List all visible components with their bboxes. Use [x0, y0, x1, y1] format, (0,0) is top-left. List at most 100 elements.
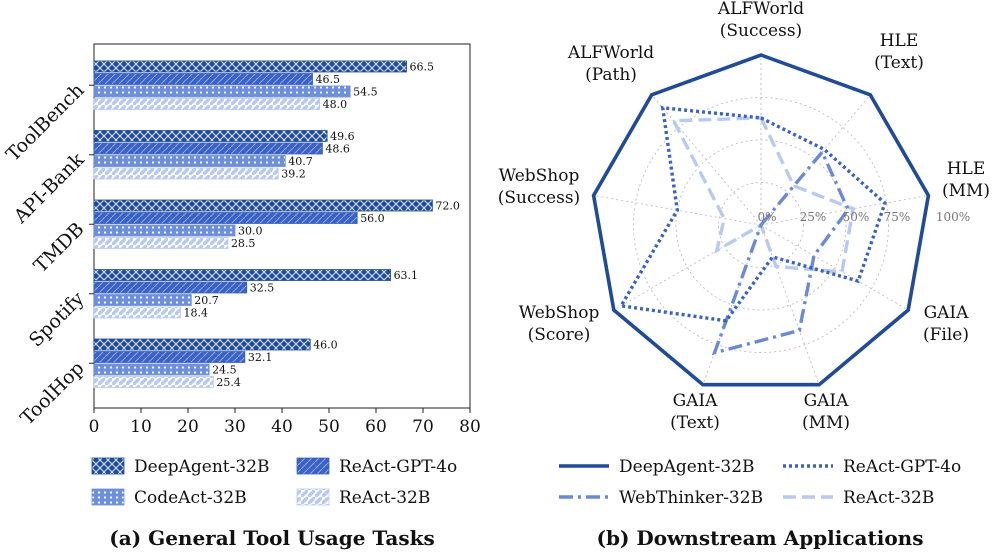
y-tick-label: ToolHop: [16, 357, 88, 429]
legend-label: ReAct-GPT-4o: [339, 457, 457, 477]
bar-marks: 66.5 46.5 54.5 48.0 49.648.6 40.739.2 72.0 56.0…: [93, 60, 460, 389]
radar-radial-tick: 50%: [843, 210, 870, 224]
bar-data-label: 20.7: [194, 294, 219, 307]
bar-deepagent-32b-toolhop: [93, 338, 311, 351]
bar-x-axis: 0 10 20 30 40 50 60 70 80: [89, 408, 481, 437]
bar-data-label: 24.5: [212, 364, 237, 377]
bar-data-label: 72.0: [435, 200, 460, 213]
bar-data-label: 32.5: [250, 282, 275, 295]
bar-data-label: 66.5: [410, 61, 435, 74]
bar-react-32b-toolbench: [93, 98, 321, 110]
bar-codeact-32b-toolhop: [93, 363, 210, 376]
bar-react-gpt-4o-toolhop: [93, 351, 246, 363]
radar-chart: ALFWorld(Success) HLE(Text)HLE(MM)GAIA(Fi…: [498, 0, 990, 550]
x-tick-label: 40: [271, 417, 293, 437]
radar-grid-ring: [675, 139, 847, 311]
legend-label: DeepAgent-32B: [134, 457, 270, 477]
bar-data-label: 56.0: [360, 212, 385, 225]
radar-axis-label: HLE: [947, 159, 986, 179]
radar-series-react-32b: [670, 116, 856, 274]
radar-axis-sublabel: (MM): [942, 181, 990, 201]
radar-spoke: [702, 224, 762, 385]
bar-data-label: 54.5: [353, 86, 378, 99]
radar-chart-caption: (b) Downstream Applications: [597, 526, 924, 550]
legend-label: WebThinker-32B: [619, 488, 763, 508]
bar-codeact-32b-spotify: [93, 294, 192, 306]
radar-axis-label: WebShop: [519, 303, 600, 323]
radar-axis-sublabel: (Text): [874, 53, 924, 73]
bar-data-label: 40.7: [288, 155, 313, 168]
radar-radial-tick: 75%: [884, 210, 911, 224]
x-tick-label: 50: [318, 417, 340, 437]
bar-data-label: 30.0: [238, 225, 263, 238]
bar-react-32b-toolhop: [93, 376, 214, 388]
radar-series-webthinker-32b: [711, 148, 851, 356]
legend-label: ReAct-32B: [339, 488, 430, 508]
bar-data-label: 49.6: [330, 130, 355, 143]
radar-spoke: [651, 94, 762, 226]
bar-data-label: 48.0: [323, 98, 348, 111]
radar-axis-sublabel: (Score): [528, 325, 591, 345]
radar-spoke: [760, 94, 871, 226]
bar-data-label: 32.1: [248, 351, 273, 364]
legend-label: ReAct-GPT-4o: [843, 457, 961, 477]
bar-react-32b-api-bank: [93, 167, 279, 180]
radar-series: [591, 53, 931, 387]
radar-axis-sublabel: (Text): [670, 413, 720, 433]
bar-react-gpt-4o-tmdb: [93, 212, 358, 224]
x-tick-label: 20: [177, 417, 199, 437]
bar-react-32b-tmdb: [93, 237, 229, 249]
bar-data-label: 46.5: [316, 73, 341, 86]
legend-swatch: [91, 488, 125, 506]
x-tick-label: 80: [459, 417, 481, 437]
radar-series-deepagent-32b: [591, 53, 931, 387]
radar-axis-label: ALFWorld: [717, 0, 804, 19]
radar-spoke: [760, 224, 820, 385]
bar-data-label: 46.0: [313, 339, 338, 352]
radar-grid-ring: [718, 182, 804, 268]
x-tick-label: 10: [130, 417, 152, 437]
legend-swatch: [296, 457, 330, 475]
bar-react-gpt-4o-api-bank: [93, 142, 323, 155]
radar-axis-sublabel: (Success): [498, 188, 580, 208]
radar-grid-ring: [633, 97, 889, 353]
bar-codeact-32b-tmdb: [93, 224, 236, 237]
legend-swatch: [91, 457, 125, 475]
bar-data-label: 39.2: [281, 168, 306, 181]
radar-radial-tick: 100%: [936, 210, 970, 224]
bar-codeact-32b-toolbench: [93, 85, 351, 98]
bar-deepagent-32b-toolbench: [93, 60, 407, 73]
radar-axis-label: GAIA: [924, 303, 970, 323]
radar-axis-label: ALFWorld: [567, 43, 654, 63]
radar-axis-label: HLE: [880, 31, 919, 51]
bar-deepagent-32b-spotify: [93, 269, 391, 281]
radar-radial-ticks: 0% 25% 50% 75% 100%: [757, 210, 970, 224]
x-tick-label: 70: [412, 417, 434, 437]
x-tick-label: 30: [224, 417, 246, 437]
radar-legend: DeepAgent-32B ReAct-GPT-4o WebThinker-32B R…: [559, 457, 961, 508]
bar-codeact-32b-api-bank: [93, 155, 286, 167]
bar-data-label: 48.6: [325, 143, 350, 156]
radar-grid: [593, 55, 929, 385]
legend-label: CodeAct-32B: [134, 488, 247, 508]
y-tick-label: Spotify: [25, 288, 89, 352]
radar-radial-tick: 0%: [757, 210, 776, 224]
radar-spoke: [760, 224, 909, 311]
bar-deepagent-32b-api-bank: [93, 130, 328, 142]
bar-deepagent-32b-tmdb: [93, 199, 433, 212]
radar-spoke: [593, 195, 762, 226]
radar-spoke: [613, 224, 762, 311]
bar-react-gpt-4o-toolbench: [93, 73, 313, 85]
bar-react-gpt-4o-spotify: [93, 281, 248, 294]
bar-chart-caption: (a) General Tool Usage Tasks: [109, 526, 434, 550]
bar-data-label: 18.4: [183, 307, 208, 320]
x-tick-label: 0: [89, 417, 100, 437]
radar-series-react-gpt-4o: [618, 105, 887, 323]
legend-label: DeepAgent-32B: [619, 457, 755, 477]
radar-axis-sublabel: (MM): [802, 413, 850, 433]
radar-axis-label: GAIA: [804, 391, 850, 411]
bar-data-label: 25.4: [216, 376, 241, 389]
radar-axis-label: WebShop: [499, 166, 580, 186]
